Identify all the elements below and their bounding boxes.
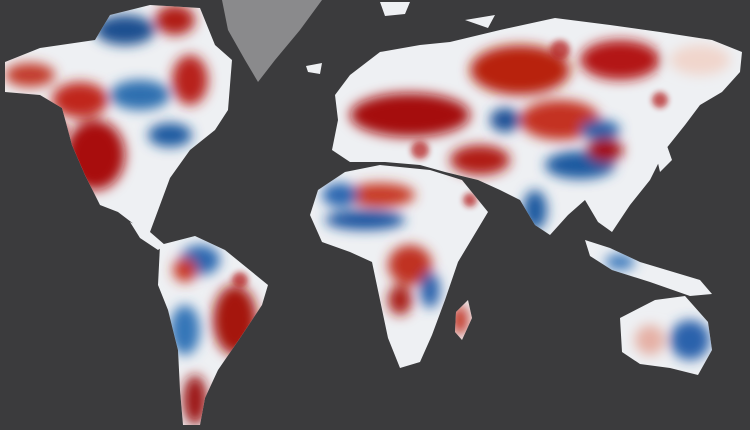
anomaly-blobs <box>5 5 730 425</box>
greenland <box>222 0 322 82</box>
